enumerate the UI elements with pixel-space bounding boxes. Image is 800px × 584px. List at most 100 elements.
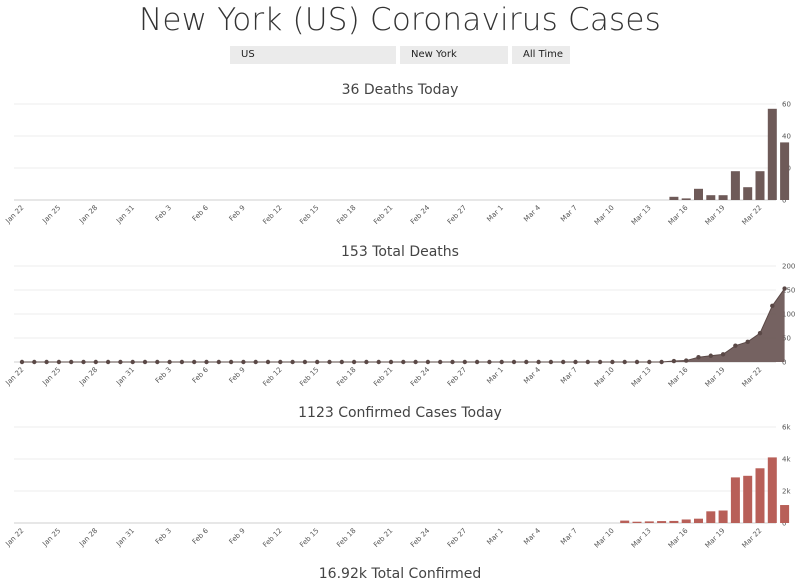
data-point[interactable] xyxy=(462,359,467,365)
x-tick-label: Mar 16 xyxy=(667,365,690,388)
bar[interactable] xyxy=(681,519,691,523)
data-point[interactable] xyxy=(351,359,357,365)
data-point[interactable] xyxy=(265,359,271,365)
data-point[interactable] xyxy=(474,359,480,365)
data-point[interactable] xyxy=(708,353,713,358)
data-point[interactable] xyxy=(278,359,283,365)
bar[interactable] xyxy=(755,468,765,523)
data-point[interactable] xyxy=(536,359,541,365)
bar[interactable] xyxy=(644,521,654,523)
bar[interactable] xyxy=(669,196,679,200)
data-point[interactable] xyxy=(327,359,332,365)
data-point[interactable] xyxy=(81,359,86,365)
time-range-selector[interactable]: All Time xyxy=(512,46,570,64)
data-point[interactable] xyxy=(585,359,590,365)
data-point[interactable] xyxy=(671,358,677,364)
x-tick-label: Mar 22 xyxy=(741,366,764,389)
data-point[interactable] xyxy=(647,359,652,365)
bar[interactable] xyxy=(694,518,703,523)
data-point[interactable] xyxy=(93,359,99,365)
data-point[interactable] xyxy=(44,359,49,365)
data-point[interactable] xyxy=(561,359,566,365)
data-point[interactable] xyxy=(634,359,640,365)
country-selector[interactable]: US xyxy=(230,46,396,64)
data-point[interactable] xyxy=(610,359,615,365)
data-point[interactable] xyxy=(413,359,418,365)
data-point[interactable] xyxy=(56,359,62,365)
bar[interactable] xyxy=(632,521,642,523)
bar[interactable] xyxy=(780,505,790,523)
x-tick-label: Mar 19 xyxy=(704,366,727,389)
bar[interactable] xyxy=(730,171,740,200)
data-point[interactable] xyxy=(597,359,603,365)
bar[interactable] xyxy=(730,477,740,523)
x-tick-label: Feb 18 xyxy=(335,366,357,388)
data-point[interactable] xyxy=(216,359,221,365)
bar[interactable] xyxy=(694,188,703,200)
data-point[interactable] xyxy=(770,303,775,309)
data-point[interactable] xyxy=(720,352,726,357)
data-point[interactable] xyxy=(524,359,529,365)
bar[interactable] xyxy=(706,195,716,200)
data-point[interactable] xyxy=(388,359,394,365)
data-point[interactable] xyxy=(315,359,320,365)
data-point[interactable] xyxy=(302,359,308,365)
bar[interactable] xyxy=(620,520,630,523)
data-point[interactable] xyxy=(757,331,763,336)
data-point[interactable] xyxy=(142,359,148,365)
bar[interactable] xyxy=(767,457,777,523)
data-point[interactable] xyxy=(438,359,443,365)
data-point[interactable] xyxy=(659,359,664,365)
data-point[interactable] xyxy=(32,359,37,365)
data-point[interactable] xyxy=(105,359,111,365)
data-point[interactable] xyxy=(364,359,369,365)
bar[interactable] xyxy=(657,521,667,523)
bar[interactable] xyxy=(743,187,753,200)
data-point[interactable] xyxy=(684,358,689,363)
data-point[interactable] xyxy=(118,359,123,365)
data-point[interactable] xyxy=(155,359,160,365)
data-point[interactable] xyxy=(696,355,701,360)
bar[interactable] xyxy=(718,510,728,523)
data-point[interactable] xyxy=(548,359,554,365)
data-point[interactable] xyxy=(487,359,492,365)
data-point[interactable] xyxy=(290,359,295,365)
data-point[interactable] xyxy=(782,286,787,291)
data-point[interactable] xyxy=(339,359,344,365)
data-point[interactable] xyxy=(376,359,381,365)
chart-title-total-confirmed: 16.92k Total Confirmed xyxy=(318,566,482,582)
bar[interactable] xyxy=(718,195,728,200)
data-point[interactable] xyxy=(204,359,209,365)
data-point[interactable] xyxy=(573,359,578,365)
data-point[interactable] xyxy=(450,359,455,365)
bar[interactable] xyxy=(780,142,790,200)
data-point[interactable] xyxy=(733,343,738,348)
x-tick-label: Feb 12 xyxy=(261,527,283,549)
data-point[interactable] xyxy=(253,359,258,365)
bar[interactable] xyxy=(669,520,679,523)
data-point[interactable] xyxy=(511,359,517,365)
bar[interactable] xyxy=(743,475,753,523)
data-point[interactable] xyxy=(241,359,246,365)
data-point[interactable] xyxy=(192,359,197,365)
data-point[interactable] xyxy=(167,359,172,365)
data-point[interactable] xyxy=(130,359,135,365)
bar[interactable] xyxy=(755,171,765,200)
data-point[interactable] xyxy=(425,359,431,365)
bar[interactable] xyxy=(706,511,716,523)
x-tick-label: Feb 12 xyxy=(261,204,283,226)
region-selector[interactable]: New York xyxy=(400,46,508,64)
data-point[interactable] xyxy=(179,359,185,365)
region-selector-label: New York xyxy=(411,49,457,60)
data-point[interactable] xyxy=(69,359,74,365)
data-point[interactable] xyxy=(745,339,750,345)
bar[interactable] xyxy=(767,108,777,200)
data-point[interactable] xyxy=(622,359,627,365)
data-point[interactable] xyxy=(19,359,25,365)
x-tick-label: Mar 7 xyxy=(559,527,579,547)
x-tick-label: Feb 24 xyxy=(409,365,432,388)
bar[interactable] xyxy=(681,198,691,200)
data-point[interactable] xyxy=(228,359,234,365)
data-point[interactable] xyxy=(401,359,406,365)
data-point[interactable] xyxy=(499,359,504,365)
